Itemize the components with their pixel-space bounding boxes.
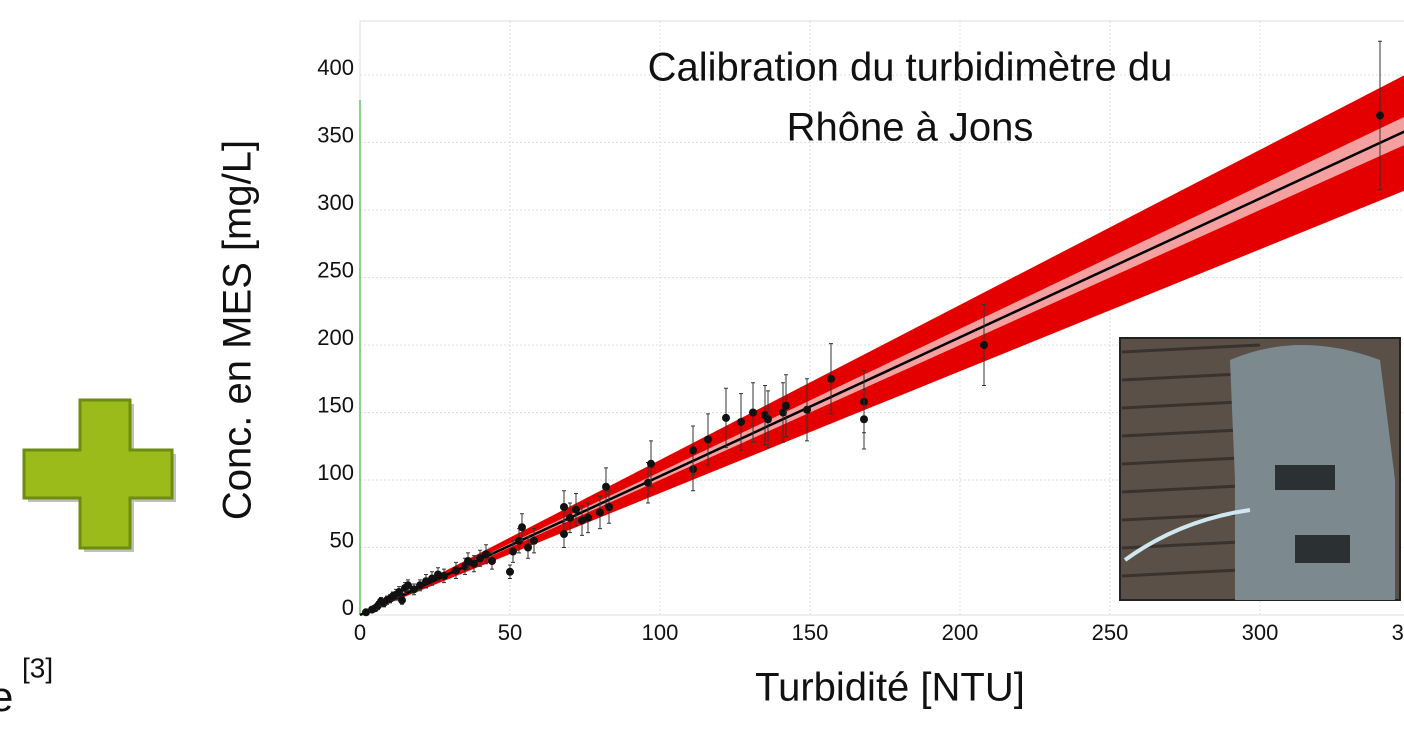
footnote-ref: [3] <box>22 652 53 683</box>
data-point <box>737 418 745 426</box>
data-point <box>647 460 655 468</box>
data-point <box>488 557 496 565</box>
x-tick-label: 200 <box>942 620 979 645</box>
footnote-fragment: e <box>0 673 13 720</box>
data-point <box>605 503 613 511</box>
y-tick-label: 200 <box>317 325 354 350</box>
data-point <box>1376 112 1384 120</box>
x-tick-label: 0 <box>354 620 366 645</box>
data-point <box>689 446 697 454</box>
y-tick-label: 150 <box>317 392 354 417</box>
y-tick-label: 400 <box>317 55 354 80</box>
data-point <box>704 436 712 444</box>
data-point <box>566 514 574 522</box>
photo-device-slot <box>1295 535 1350 563</box>
slide: e [3] Conc. en MES [mg/L] Turbidité [NTU… <box>0 0 1404 729</box>
y-tick-label: 300 <box>317 190 354 215</box>
data-point <box>440 572 448 580</box>
y-tick-label: 0 <box>342 595 354 620</box>
data-point <box>722 414 730 422</box>
data-point <box>860 415 868 423</box>
data-point <box>764 415 772 423</box>
data-point <box>596 508 604 516</box>
data-point <box>470 560 478 568</box>
x-tick-label: 300 <box>1242 620 1279 645</box>
data-point <box>452 566 460 574</box>
x-axis-label: Turbidité [NTU] <box>755 666 1025 710</box>
y-tick-label: 100 <box>317 460 354 485</box>
data-point <box>980 341 988 349</box>
x-tick-label: 250 <box>1092 620 1129 645</box>
data-point <box>518 523 526 531</box>
chart-title: Rhône à Jons <box>787 106 1034 150</box>
data-point <box>398 596 406 604</box>
x-tick-label: 350 <box>1392 620 1404 645</box>
data-point <box>509 548 517 556</box>
x-tick-label: 100 <box>642 620 679 645</box>
data-point <box>749 409 757 417</box>
data-point <box>560 503 568 511</box>
data-point <box>803 406 811 414</box>
y-tick-label: 350 <box>317 122 354 147</box>
data-point <box>482 550 490 558</box>
data-point <box>572 506 580 514</box>
page: {"chart_data": {"type": "scatter", "titl… <box>0 0 1404 729</box>
y-axis-label: Conc. en MES [mg/L] <box>216 140 260 520</box>
y-tick-label: 250 <box>317 257 354 282</box>
y-tick-label: 50 <box>330 527 354 552</box>
data-point <box>530 537 538 545</box>
photo-device-slot <box>1275 465 1335 490</box>
data-point <box>782 402 790 410</box>
data-point <box>584 514 592 522</box>
plot-area: 0 50 100 150 200 250 300 350 400 0 50 100 150 200 250 3… <box>317 21 1404 645</box>
x-tick-label: 150 <box>792 620 829 645</box>
x-tick-label: 50 <box>498 620 522 645</box>
inset-photo <box>1120 338 1400 600</box>
data-point <box>602 483 610 491</box>
data-point <box>524 544 532 552</box>
data-point <box>560 530 568 538</box>
data-point <box>827 375 835 383</box>
data-point <box>506 568 514 576</box>
chart-title: Calibration du turbidimètre du <box>648 46 1173 90</box>
plus-icon <box>24 400 176 552</box>
